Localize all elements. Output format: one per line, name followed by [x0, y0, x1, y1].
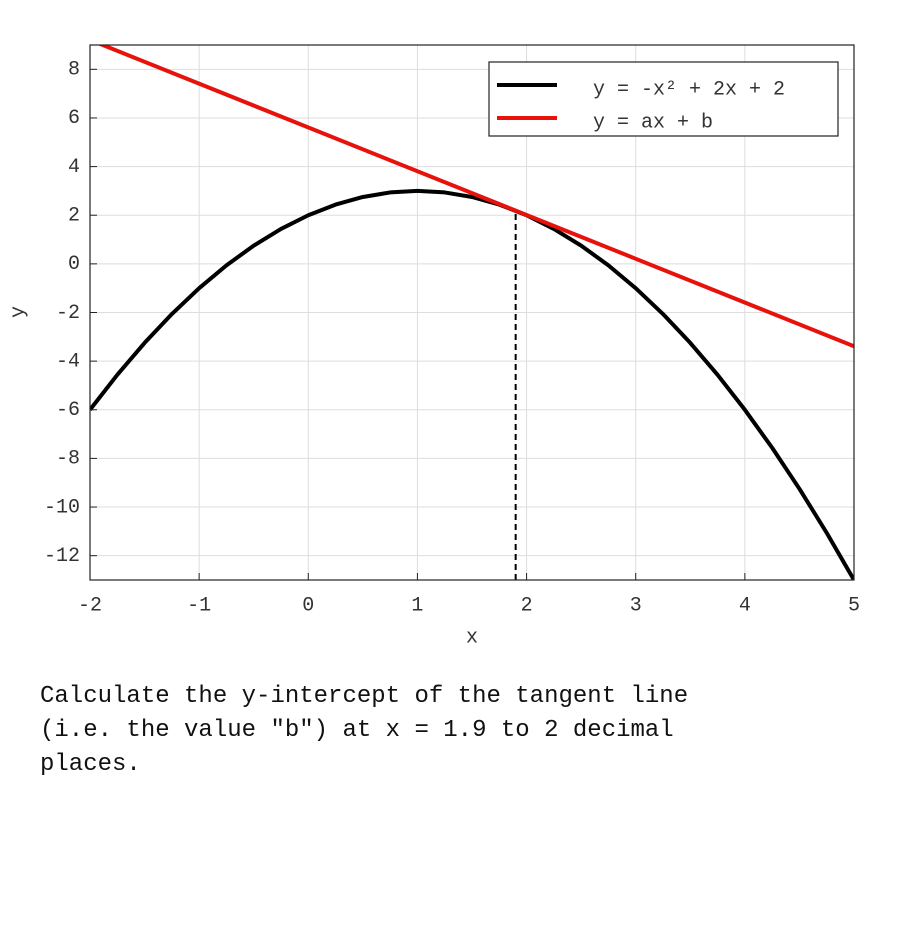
y-tick-label: 4	[68, 156, 80, 179]
question-text: Calculate the y-intercept of the tangent…	[40, 683, 689, 778]
x-tick-label: 2	[521, 594, 533, 617]
x-tick-label: 1	[411, 594, 423, 617]
x-tick-label: 5	[848, 594, 860, 617]
x-tick-label: 0	[302, 594, 314, 617]
legend-label: y = -x² + 2x + 2	[593, 78, 785, 101]
plot-area	[90, 45, 854, 580]
y-tick-label: 6	[68, 107, 80, 130]
legend: y = -x² + 2x + 2 y = ax + b	[488, 61, 839, 137]
x-tick-label: 3	[630, 594, 642, 617]
y-tick-label: -2	[56, 302, 80, 325]
y-tick-label: -6	[56, 399, 80, 422]
legend-box	[488, 61, 839, 137]
y-tick-label: -10	[44, 496, 80, 519]
y-tick-label: 8	[68, 59, 80, 82]
y-tick-label: -4	[56, 350, 80, 373]
y-tick-label: -8	[56, 448, 80, 471]
series-line	[90, 188, 854, 580]
legend-label: y = ax + b	[593, 111, 713, 134]
x-tick-label: -1	[187, 594, 211, 617]
y-axis-label: y	[7, 306, 30, 318]
x-tick-label: 4	[739, 594, 751, 617]
x-axis-label: x	[466, 626, 478, 649]
series-line	[97, 45, 854, 349]
y-tick-label: -12	[44, 545, 80, 568]
y-tick-label: 0	[68, 253, 80, 276]
y-tick-label: 2	[68, 205, 80, 228]
x-tick-label: -2	[78, 594, 102, 617]
